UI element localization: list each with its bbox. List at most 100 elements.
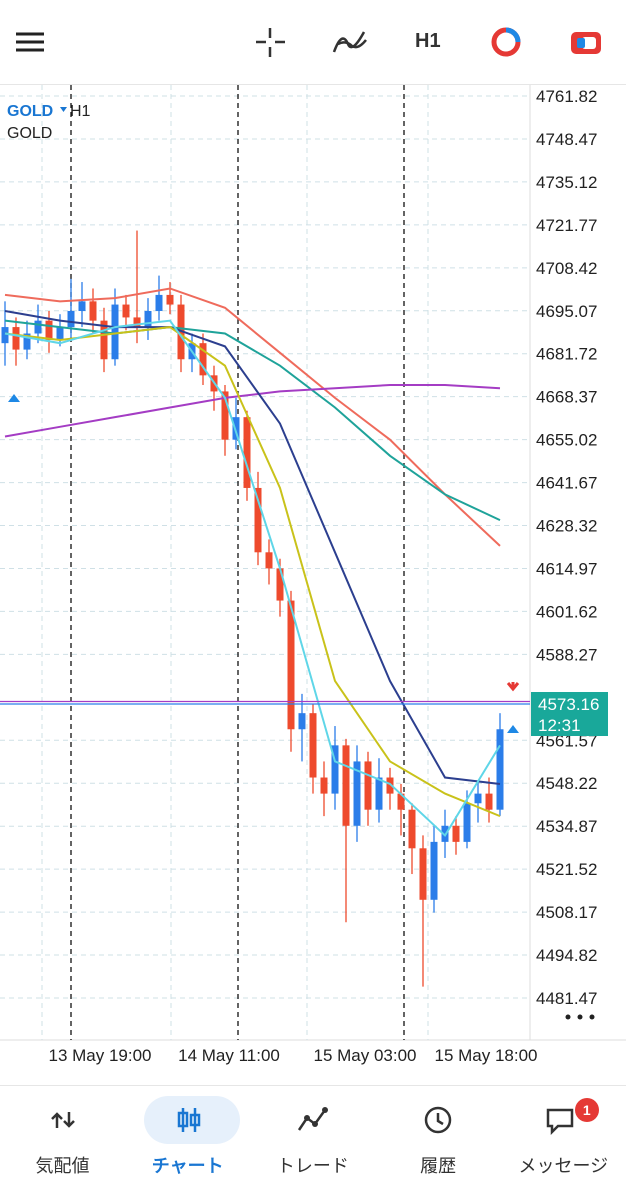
nav-item[interactable]: メッセージ 1 [501,1086,626,1200]
y-tick-label: 4494.82 [536,946,597,965]
y-tick-label: 4521.52 [536,860,597,879]
y-tick-label: 4628.32 [536,517,597,536]
candle-body [232,417,240,440]
candle-body [265,552,273,569]
more-button[interactable] [565,1014,595,1020]
x-tick-label: 15 May 18:00 [434,1046,537,1065]
toolbar-icons [16,27,601,57]
nav-item[interactable]: トレード [250,1086,375,1200]
candle-body [419,848,427,900]
nav-item[interactable]: チャート [125,1086,250,1200]
candle-body [397,793,405,810]
nav-icon [298,1107,329,1131]
symbol-description: GOLD [7,125,52,142]
candle-body [408,809,416,849]
candle-body [45,320,53,340]
y-tick-label: 4548.22 [536,774,597,793]
x-tick-label: 15 May 03:00 [313,1046,416,1065]
trade-signal-button[interactable] [491,27,521,57]
toolbar: H1 [0,0,626,85]
y-tick-label: 4614.97 [536,559,597,578]
symbol[interactable]: GOLD [7,103,53,120]
candle-body [309,713,317,778]
timeframe-label: H1 [70,103,91,120]
y-tick-label: 4761.82 [536,87,597,106]
candle-body [386,777,394,794]
y-tick-label: 4721.77 [536,216,597,235]
nav-icon [177,1108,201,1132]
bottom-nav: 気配値 チャート トレード 履歴 メッセージ 1 [0,1085,626,1199]
candle-body [12,327,20,350]
day-separators [70,85,405,1040]
moving-average [4,319,501,522]
y-tick-label: 4481.47 [536,989,597,1008]
chart: GOLD H1 GOLD 4761.82 4748.47 4735.12 4721.7… [0,85,626,1065]
nav-icon [546,1108,574,1136]
candle-body [1,327,9,344]
candle-body [254,487,262,553]
y-tick-label: 4534.87 [536,817,597,836]
y-tick-label: 4708.42 [536,259,597,278]
candle-body [155,294,163,311]
y-tick-label: 4508.17 [536,903,597,922]
candle-body [56,327,64,340]
candle-body [298,713,306,730]
candle-body [34,320,42,334]
indicators-button[interactable] [332,31,367,53]
badge: 1 [574,1098,599,1122]
candle-body [375,777,383,810]
nav-icon [51,1112,75,1128]
y-tick-label: 4748.47 [536,130,597,149]
nav-item[interactable]: 気配値 [0,1086,125,1200]
nav-label: 気配値 [35,1156,90,1176]
nav-label: トレード [276,1156,349,1176]
candle-body [67,310,75,328]
symbol-dropdown[interactable] [60,107,67,112]
candle-body [430,841,438,900]
price-box [531,692,608,737]
nav-label: チャート [151,1156,224,1176]
candle-body [353,761,361,826]
candle-body [166,294,174,305]
x-tick-label: 13 May 19:00 [48,1046,151,1065]
grid [0,85,530,1040]
y-tick-label: 4735.12 [536,173,597,192]
candle-body [122,304,130,318]
candle-body [287,600,295,730]
y-tick-label: 4695.07 [536,302,597,321]
nav-icon [424,1106,451,1134]
candle-body [331,745,339,794]
candle-body [23,333,31,350]
x-tick-label: 14 May 11:00 [178,1046,280,1065]
buy-arrow [8,394,20,402]
candle-body [144,310,152,328]
candle-body [199,343,207,376]
candle-body [452,825,460,842]
candle-body [320,777,328,794]
candle-body [342,745,350,826]
menu-button[interactable] [16,32,44,52]
candle-body [100,320,108,360]
y-tick-label: 4655.02 [536,431,597,450]
moving-average [4,319,501,838]
y-tick-label: 4561.57 [536,731,597,750]
crosshair-button[interactable] [256,28,285,57]
moving-average [4,287,501,547]
nav-label: メッセージ [518,1156,609,1176]
timeframe-button[interactable]: H1 [415,30,441,52]
y-tick-label: 4641.67 [536,474,597,493]
candle-body [111,304,119,360]
plot [0,230,530,987]
candle-body [89,301,97,321]
moving-average [4,310,501,785]
account-button[interactable] [571,32,601,54]
candle-body [485,793,493,810]
buy-arrow [507,725,519,733]
current-price: 4573.16 [538,695,599,714]
candle-body [221,391,229,440]
y-tick-label: 4668.37 [536,388,597,407]
sell-arrow [506,682,520,692]
nav-item[interactable]: 履歴 [376,1086,501,1200]
candle-body [133,317,141,328]
